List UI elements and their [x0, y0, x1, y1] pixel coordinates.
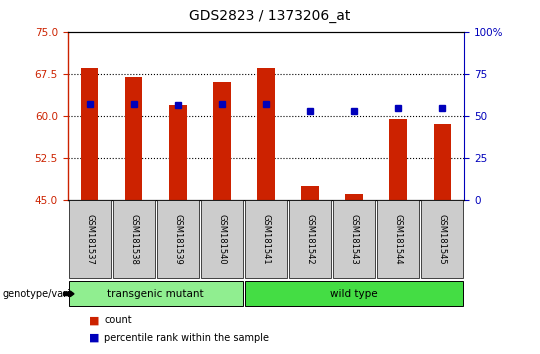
Bar — [434, 124, 451, 200]
Bar — [257, 68, 275, 200]
Text: wild type: wild type — [330, 289, 378, 299]
Text: GSM181544: GSM181544 — [394, 213, 403, 264]
Bar — [169, 105, 187, 200]
Text: transgenic mutant: transgenic mutant — [107, 289, 204, 299]
Text: genotype/variation: genotype/variation — [3, 289, 96, 299]
Text: GSM181541: GSM181541 — [261, 213, 271, 264]
Text: GSM181537: GSM181537 — [85, 213, 94, 264]
Bar — [301, 186, 319, 200]
Text: percentile rank within the sample: percentile rank within the sample — [104, 333, 269, 343]
Text: GSM181543: GSM181543 — [350, 213, 359, 264]
Text: GDS2823 / 1373206_at: GDS2823 / 1373206_at — [190, 9, 350, 23]
Bar — [81, 68, 98, 200]
Bar — [389, 119, 407, 200]
Bar — [125, 77, 143, 200]
Text: ■: ■ — [89, 333, 99, 343]
Text: GSM181542: GSM181542 — [306, 213, 314, 264]
Text: ■: ■ — [89, 315, 99, 325]
Text: GSM181539: GSM181539 — [173, 213, 183, 264]
Text: GSM181540: GSM181540 — [217, 213, 226, 264]
Text: GSM181545: GSM181545 — [438, 213, 447, 264]
Text: GSM181538: GSM181538 — [129, 213, 138, 264]
Text: count: count — [104, 315, 132, 325]
Bar — [346, 194, 363, 200]
Bar — [213, 82, 231, 200]
